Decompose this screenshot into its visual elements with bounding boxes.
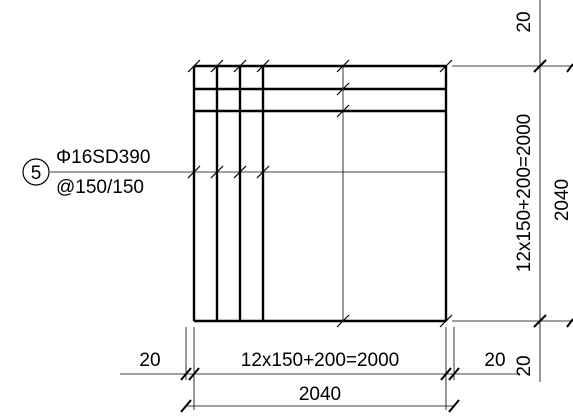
rebar-lines bbox=[194, 66, 446, 321]
right-top-edge-dim: 20 bbox=[514, 11, 535, 32]
tick-mark bbox=[567, 319, 573, 327]
bar-spec-label: Φ16SD390 bbox=[56, 147, 150, 168]
right-overall-dim: 2040 bbox=[552, 179, 573, 221]
slab-outline bbox=[194, 66, 446, 321]
bottom-span-dim: 12x150+200=2000 bbox=[241, 350, 400, 371]
bottom-left-edge-dim: 20 bbox=[139, 350, 160, 371]
thin-grid bbox=[194, 66, 446, 321]
bottom-overall-dim: 2040 bbox=[299, 384, 341, 405]
tick-mark bbox=[567, 64, 573, 72]
bar-mark-number: 5 bbox=[31, 163, 42, 184]
right-span-dim: 12x150+200=2000 bbox=[514, 114, 535, 273]
rebar-ticks bbox=[188, 60, 452, 327]
bar-spacing-label: @150/150 bbox=[56, 177, 144, 198]
right-bottom-edge-dim: 20 bbox=[514, 355, 535, 376]
bottom-right-edge-dim: 20 bbox=[484, 350, 505, 371]
